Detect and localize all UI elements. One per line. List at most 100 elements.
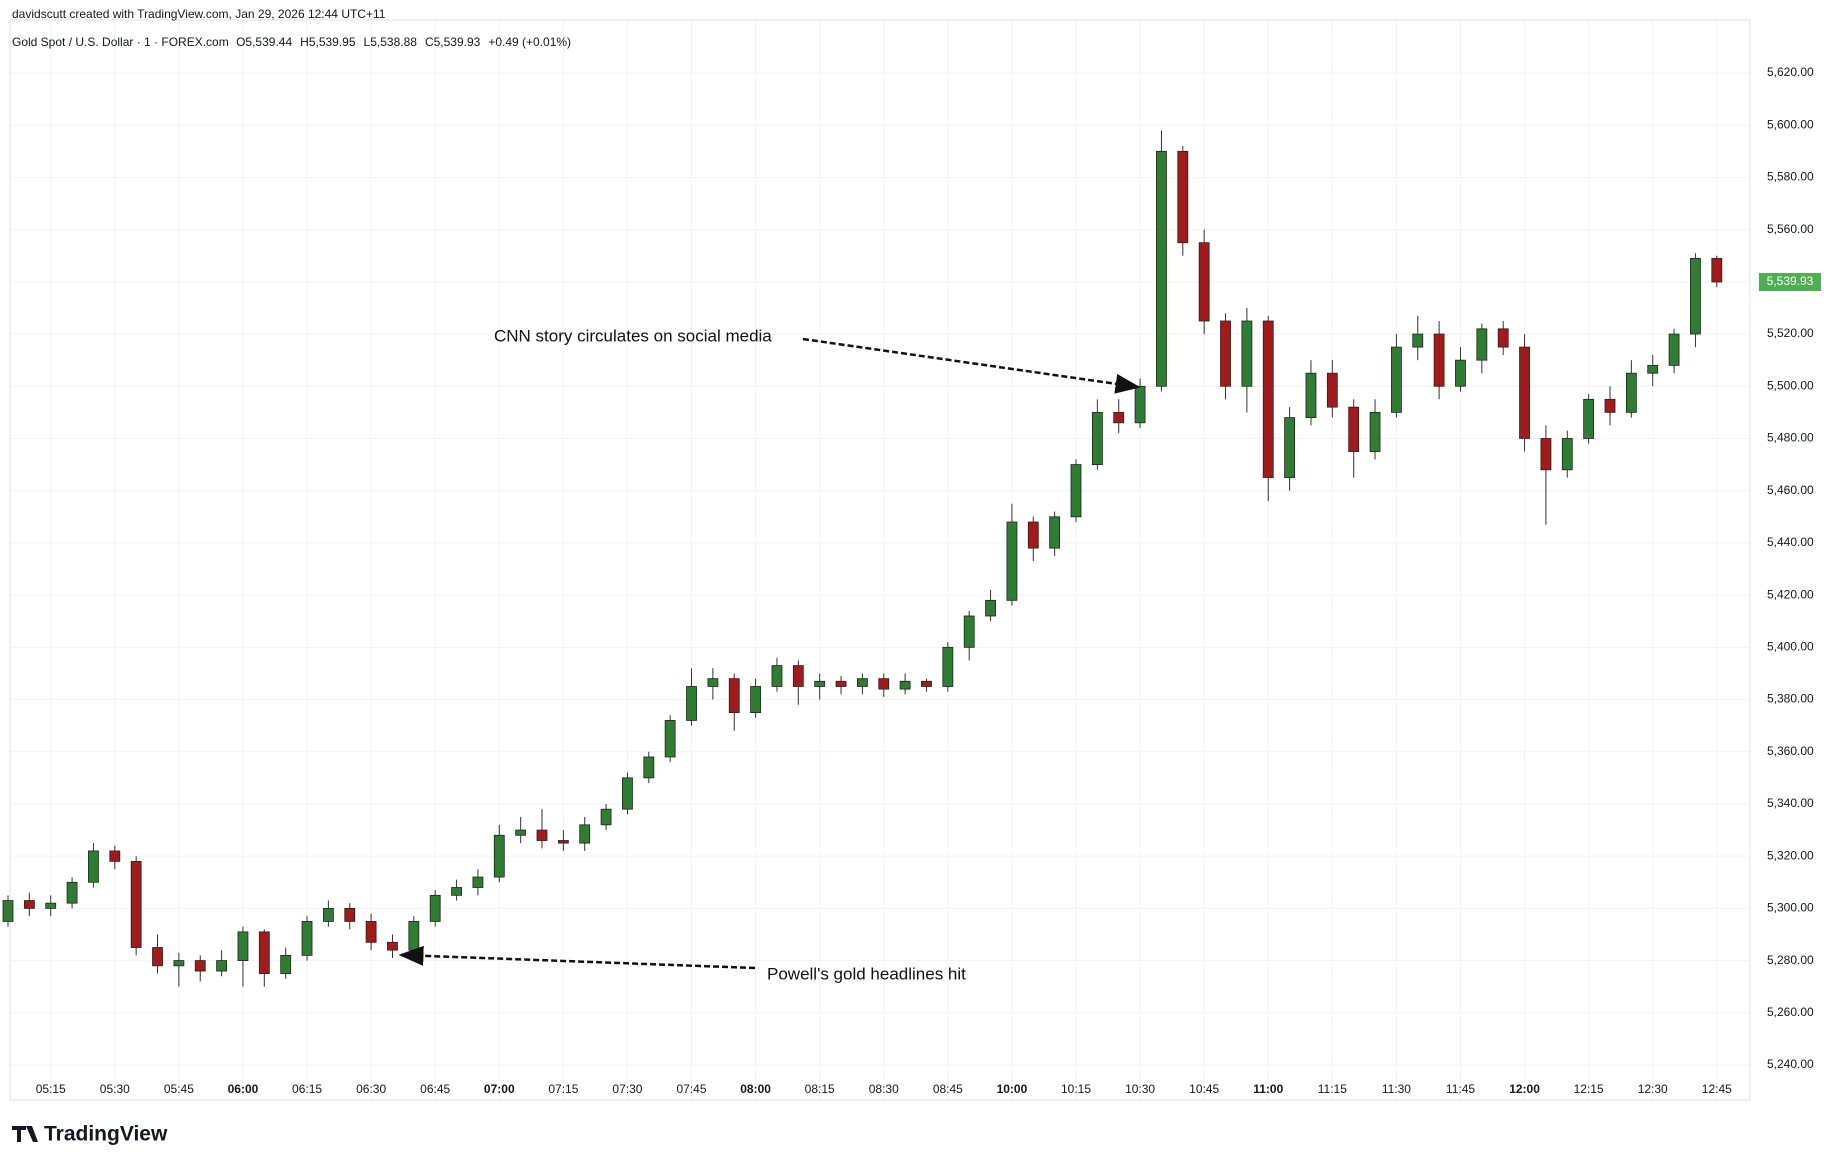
y-tick-label: 5,600.00 (1767, 117, 1814, 131)
candle-body (1455, 359, 1466, 387)
candle-body (750, 686, 761, 713)
x-tick-label: 10:45 (1189, 1082, 1219, 1096)
candle-body (130, 860, 142, 948)
y-tick-label: 5,420.00 (1767, 587, 1814, 601)
y-tick-label: 5,400.00 (1767, 639, 1814, 653)
x-tick-label: 07:45 (677, 1082, 707, 1096)
x-tick-label: 05:30 (100, 1082, 130, 1096)
candle-body (173, 960, 185, 967)
candle-body (1647, 364, 1659, 374)
candle-body (23, 900, 35, 909)
candle-body (1326, 372, 1338, 408)
x-tick-label: 07:00 (484, 1082, 515, 1096)
candle-body (1604, 398, 1616, 413)
candle-body (1561, 438, 1573, 471)
symbol: Gold Spot / U.S. Dollar · 1 · FOREX.com (12, 35, 229, 49)
candle-body (1049, 516, 1061, 549)
legend-value: 5,539.93 (433, 35, 481, 49)
candle-body (771, 665, 783, 687)
legend-item: H5,539.95 (300, 35, 359, 49)
legend: Gold Spot / U.S. Dollar · 1 · FOREX.com … (12, 35, 575, 49)
candle-body (1433, 333, 1445, 387)
candle-body (1497, 328, 1509, 348)
x-tick-label: 12:15 (1574, 1082, 1604, 1096)
candle-body (1198, 242, 1210, 322)
y-tick-label: 5,360.00 (1767, 744, 1814, 758)
candle-body (643, 756, 655, 779)
grid (10, 20, 1750, 1100)
candle-body (88, 850, 99, 883)
x-tick-label: 07:30 (612, 1082, 642, 1096)
candle-body (1583, 398, 1595, 439)
candle-body (686, 686, 697, 721)
legend-item: L5,538.88 (364, 35, 421, 49)
candle-body (1156, 150, 1167, 387)
candle-body (985, 599, 996, 617)
candle-body (622, 777, 633, 810)
candle-body (408, 921, 420, 951)
x-tick-label: 07:15 (548, 1082, 578, 1096)
brand-logo: TradingView (12, 1123, 168, 1146)
candle-body (216, 960, 228, 972)
candle-body (344, 907, 356, 922)
candle-body (2, 900, 14, 922)
candle-body (1220, 320, 1231, 387)
candle-body (792, 665, 804, 687)
candle-body (280, 954, 292, 975)
y-tick-label: 5,480.00 (1767, 431, 1814, 445)
legend-label: O (236, 35, 246, 49)
legend-value: 5,538.88 (370, 35, 417, 49)
candle-body (1348, 406, 1360, 452)
x-tick-label: 12:00 (1509, 1082, 1540, 1096)
x-tick-label: 11:00 (1253, 1082, 1283, 1096)
axes: 5,240.00 5,260.00 5,280.00 5,300.00 5,320.00… (36, 65, 1821, 1096)
x-tick-label: 06:30 (356, 1082, 386, 1096)
x-tick-label: 11:45 (1446, 1082, 1475, 1096)
candle-body (1369, 411, 1381, 452)
y-tick-label: 5,300.00 (1767, 901, 1814, 915)
candle-body (322, 907, 334, 922)
legend-item: O5,539.44 (236, 35, 296, 49)
candle-body (536, 829, 548, 841)
candle-body (1690, 257, 1701, 335)
candle-body (152, 947, 163, 967)
x-tick-label: 11:30 (1382, 1082, 1411, 1096)
candle-body (963, 615, 975, 648)
y-tick-label: 5,240.00 (1767, 1057, 1814, 1071)
candle-body (472, 876, 484, 888)
candle-body (493, 834, 505, 878)
brand: TradingView (44, 1123, 168, 1146)
last-price-label: 5,539.93 (1767, 274, 1814, 288)
candle-body (857, 678, 868, 687)
annotation: CNN story circulates on social media (494, 326, 772, 345)
candle-body (1711, 257, 1723, 283)
x-tick-label: 05:15 (36, 1082, 66, 1096)
x-tick-label: 08:45 (933, 1082, 963, 1096)
credit: davidscutt created with TradingView.com,… (12, 7, 386, 21)
candle-body (1391, 346, 1402, 413)
annotation: Powell's gold headlines hit (767, 964, 966, 983)
y-tick-label: 5,380.00 (1767, 692, 1814, 706)
arrow (802, 337, 1141, 394)
candle-body (878, 678, 890, 690)
candle-body (1262, 320, 1274, 479)
candle-body (1113, 411, 1125, 424)
candle-body (557, 840, 569, 844)
candle-body (1134, 385, 1146, 424)
x-tick-label: 06:00 (228, 1082, 259, 1096)
candle-body (451, 887, 462, 896)
candle-body (814, 680, 826, 687)
y-tick-label: 5,520.00 (1767, 326, 1814, 340)
legend-label: L (363, 35, 371, 49)
candle-body (1241, 320, 1253, 387)
y-tick-label: 5,460.00 (1767, 483, 1814, 497)
candle-body (1625, 372, 1637, 413)
legend-label: C (424, 35, 434, 49)
x-tick-label: 12:30 (1638, 1082, 1668, 1096)
candle-body (301, 921, 313, 956)
legend-item: C5,539.93 (425, 35, 484, 49)
candle-body (1476, 328, 1488, 361)
candle-body (1070, 464, 1082, 518)
